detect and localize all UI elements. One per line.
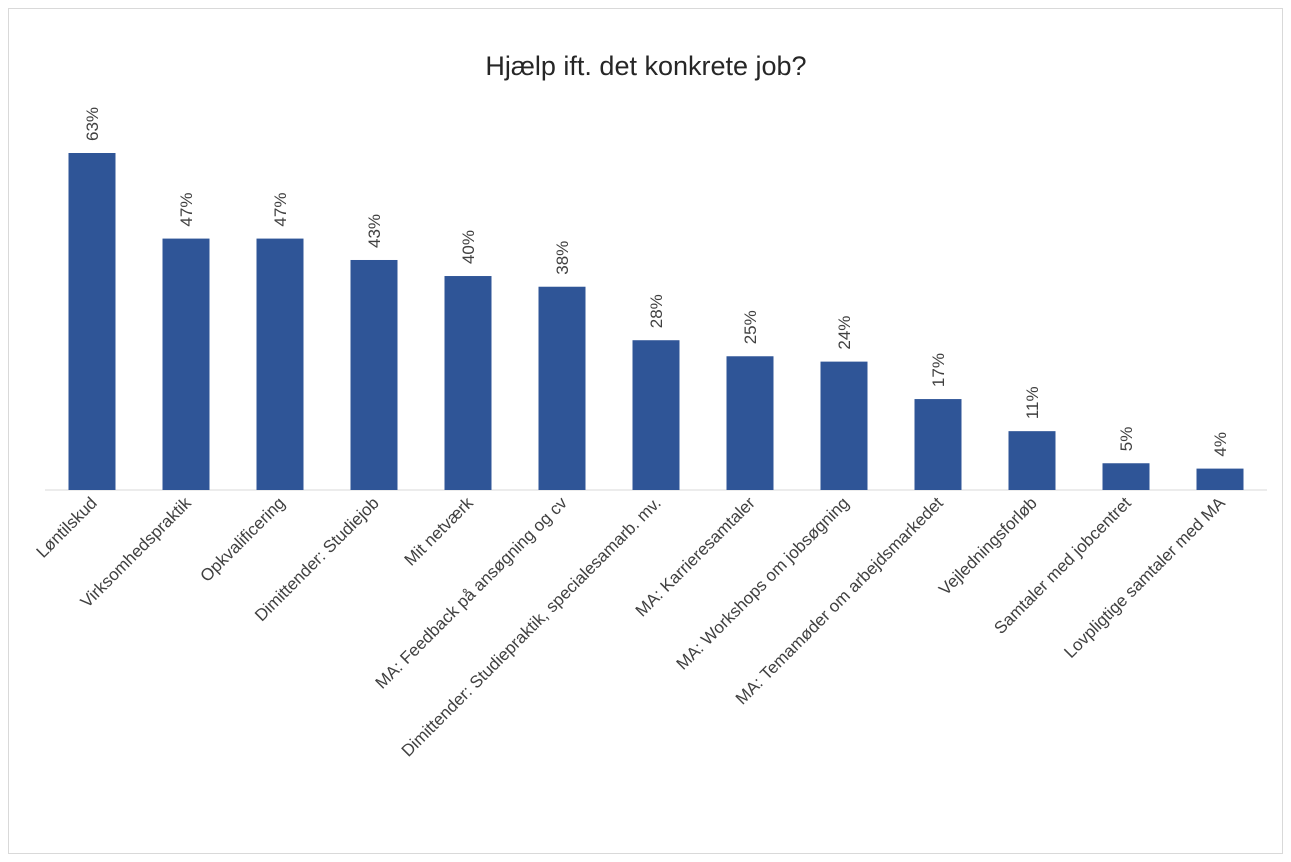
data-label: 4% [1211,432,1230,457]
data-label: 5% [1117,427,1136,452]
bar [162,238,210,490]
bar [820,361,868,490]
bar [632,340,680,490]
data-label: 38% [553,241,572,275]
bar [444,276,492,490]
data-label: 11% [1023,386,1042,419]
data-label: 47% [177,193,196,227]
data-label: 24% [835,316,854,350]
bar [726,356,774,490]
bar [538,286,586,490]
data-label: 40% [459,230,478,264]
bar [68,153,116,490]
data-label: 47% [271,193,290,227]
bar [914,399,962,490]
bar [350,259,398,490]
data-label: 63% [83,107,102,141]
data-label: 17% [929,353,948,387]
chart-title: Hjælp ift. det konkrete job? [485,51,806,81]
bar [1102,463,1150,490]
data-label: 43% [365,214,384,248]
data-label: 28% [647,294,666,328]
bar [256,238,304,490]
bar [1196,468,1244,490]
data-label: 25% [741,310,760,344]
bar [1008,431,1056,490]
